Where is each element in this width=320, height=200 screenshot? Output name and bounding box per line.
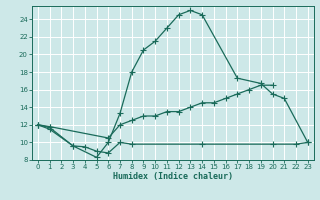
X-axis label: Humidex (Indice chaleur): Humidex (Indice chaleur) — [113, 172, 233, 181]
